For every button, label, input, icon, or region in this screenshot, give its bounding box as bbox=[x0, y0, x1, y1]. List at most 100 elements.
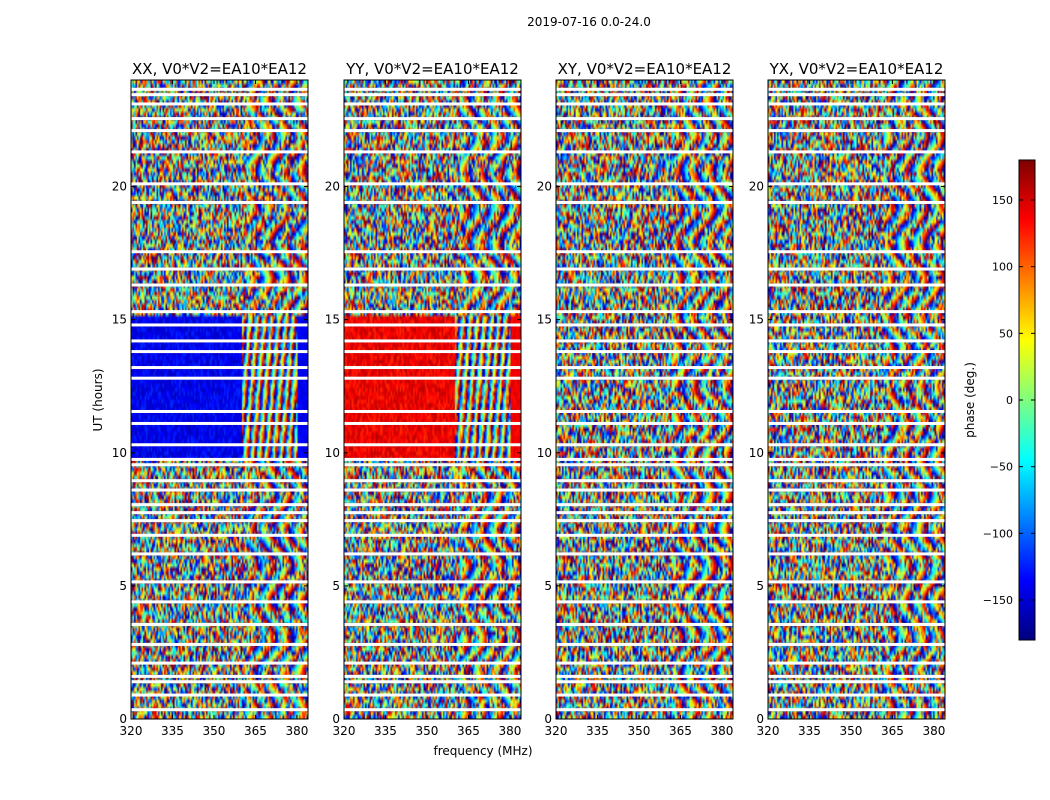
flagged-row bbox=[344, 200, 521, 204]
flagged-row bbox=[556, 366, 733, 370]
y-tick-label: 0 bbox=[119, 712, 127, 726]
flagged-row bbox=[344, 376, 521, 380]
flagged-row bbox=[131, 182, 308, 186]
flagged-row bbox=[768, 283, 945, 287]
y-tick-label: 10 bbox=[112, 446, 127, 460]
flagged-row bbox=[556, 443, 733, 447]
flagged-row bbox=[131, 693, 308, 697]
x-tick-label: 350 bbox=[840, 724, 863, 738]
x-tick-label: 350 bbox=[416, 724, 439, 738]
flagged-row bbox=[131, 102, 308, 106]
panel-title: YY, V0*V2=EA10*EA12 bbox=[345, 60, 519, 78]
flagged-row bbox=[768, 622, 945, 626]
flagged-row bbox=[768, 674, 945, 678]
phase-raster bbox=[556, 80, 733, 719]
flagged-row bbox=[131, 350, 308, 354]
flagged-row bbox=[768, 443, 945, 447]
flagged-row bbox=[556, 87, 733, 91]
flagged-row bbox=[344, 310, 521, 314]
flagged-row bbox=[768, 376, 945, 380]
flagged-row bbox=[344, 323, 521, 327]
flagged-row bbox=[556, 93, 733, 97]
y-tick-label: 15 bbox=[749, 313, 764, 327]
flagged-row bbox=[131, 150, 308, 154]
flagged-row bbox=[344, 93, 521, 97]
flagged-row bbox=[131, 622, 308, 626]
x-tick-label: 365 bbox=[244, 724, 267, 738]
flagged-row bbox=[131, 503, 308, 507]
flagged-row bbox=[556, 182, 733, 186]
x-axis-label: frequency (MHz) bbox=[433, 744, 532, 758]
flagged-row bbox=[768, 350, 945, 354]
flagged-row bbox=[768, 580, 945, 584]
flagged-row bbox=[556, 503, 733, 507]
y-tick-label: 20 bbox=[325, 180, 340, 194]
flagged-row bbox=[556, 339, 733, 343]
flagged-row bbox=[556, 693, 733, 697]
x-tick-label: 380 bbox=[498, 724, 521, 738]
flagged-row bbox=[768, 463, 945, 467]
flagged-row bbox=[768, 533, 945, 537]
flagged-row bbox=[768, 519, 945, 523]
flagged-row bbox=[556, 463, 733, 467]
flagged-row bbox=[344, 117, 521, 121]
flagged-row bbox=[131, 600, 308, 604]
flagged-row bbox=[131, 366, 308, 370]
y-tick-label: 10 bbox=[537, 446, 552, 460]
colorbar-tick-label: 0 bbox=[1006, 394, 1013, 407]
colorbar-tick-label: 50 bbox=[999, 327, 1013, 340]
flagged-row bbox=[131, 323, 308, 327]
flagged-row bbox=[556, 661, 733, 665]
y-tick-label: 5 bbox=[544, 579, 552, 593]
y-axis-label: UT (hours) bbox=[91, 368, 105, 431]
flagged-row bbox=[131, 283, 308, 287]
panel-frame bbox=[343, 79, 522, 720]
flagged-row bbox=[344, 421, 521, 425]
flagged-row bbox=[344, 661, 521, 665]
flagged-row bbox=[131, 87, 308, 91]
flagged-row bbox=[768, 708, 945, 712]
flagged-row bbox=[556, 323, 733, 327]
flagged-row bbox=[556, 409, 733, 413]
x-tick-label: 335 bbox=[161, 724, 184, 738]
flagged-row bbox=[344, 642, 521, 646]
panel-title: XY, V0*V2=EA10*EA12 bbox=[558, 60, 732, 78]
flagged-row bbox=[768, 323, 945, 327]
heatmap-panel-xy: XY, V0*V2=EA10*EA12 320 335 350 365 380 0 5 10 15… bbox=[537, 60, 734, 738]
flagged-row bbox=[768, 600, 945, 604]
flagged-row bbox=[344, 693, 521, 697]
x-tick-label: 380 bbox=[922, 724, 945, 738]
flagged-row bbox=[556, 622, 733, 626]
x-tick-label: 320 bbox=[333, 724, 356, 738]
flagged-row bbox=[131, 533, 308, 537]
y-tick-label: 15 bbox=[325, 313, 340, 327]
flagged-row bbox=[556, 552, 733, 556]
colorbar-label: phase (deg.) bbox=[963, 362, 977, 438]
colorbar-tick-label: 150 bbox=[992, 194, 1013, 207]
flagged-row bbox=[131, 409, 308, 413]
flagged-row bbox=[131, 511, 308, 515]
flagged-row bbox=[344, 680, 521, 684]
flagged-row bbox=[556, 283, 733, 287]
flagged-row bbox=[556, 680, 733, 684]
flagged-row bbox=[131, 310, 308, 314]
flagged-row bbox=[344, 267, 521, 271]
panel-frame bbox=[130, 79, 309, 720]
flagged-row bbox=[344, 350, 521, 354]
flagged-row bbox=[131, 339, 308, 343]
flagged-row bbox=[344, 708, 521, 712]
flagged-row bbox=[344, 182, 521, 186]
flagged-row bbox=[768, 511, 945, 515]
y-tick-label: 20 bbox=[537, 180, 552, 194]
flagged-row bbox=[131, 661, 308, 665]
heatmap-panel-yy: YY, V0*V2=EA10*EA12 320 335 350 365 380 0 5 10 15… bbox=[325, 60, 522, 738]
flagged-row bbox=[768, 102, 945, 106]
flagged-row bbox=[344, 457, 521, 461]
flagged-row bbox=[344, 250, 521, 254]
flagged-row bbox=[556, 708, 733, 712]
y-tick-label: 15 bbox=[112, 313, 127, 327]
flagged-row bbox=[344, 479, 521, 483]
flagged-row bbox=[556, 479, 733, 483]
panel-frame bbox=[555, 79, 734, 720]
